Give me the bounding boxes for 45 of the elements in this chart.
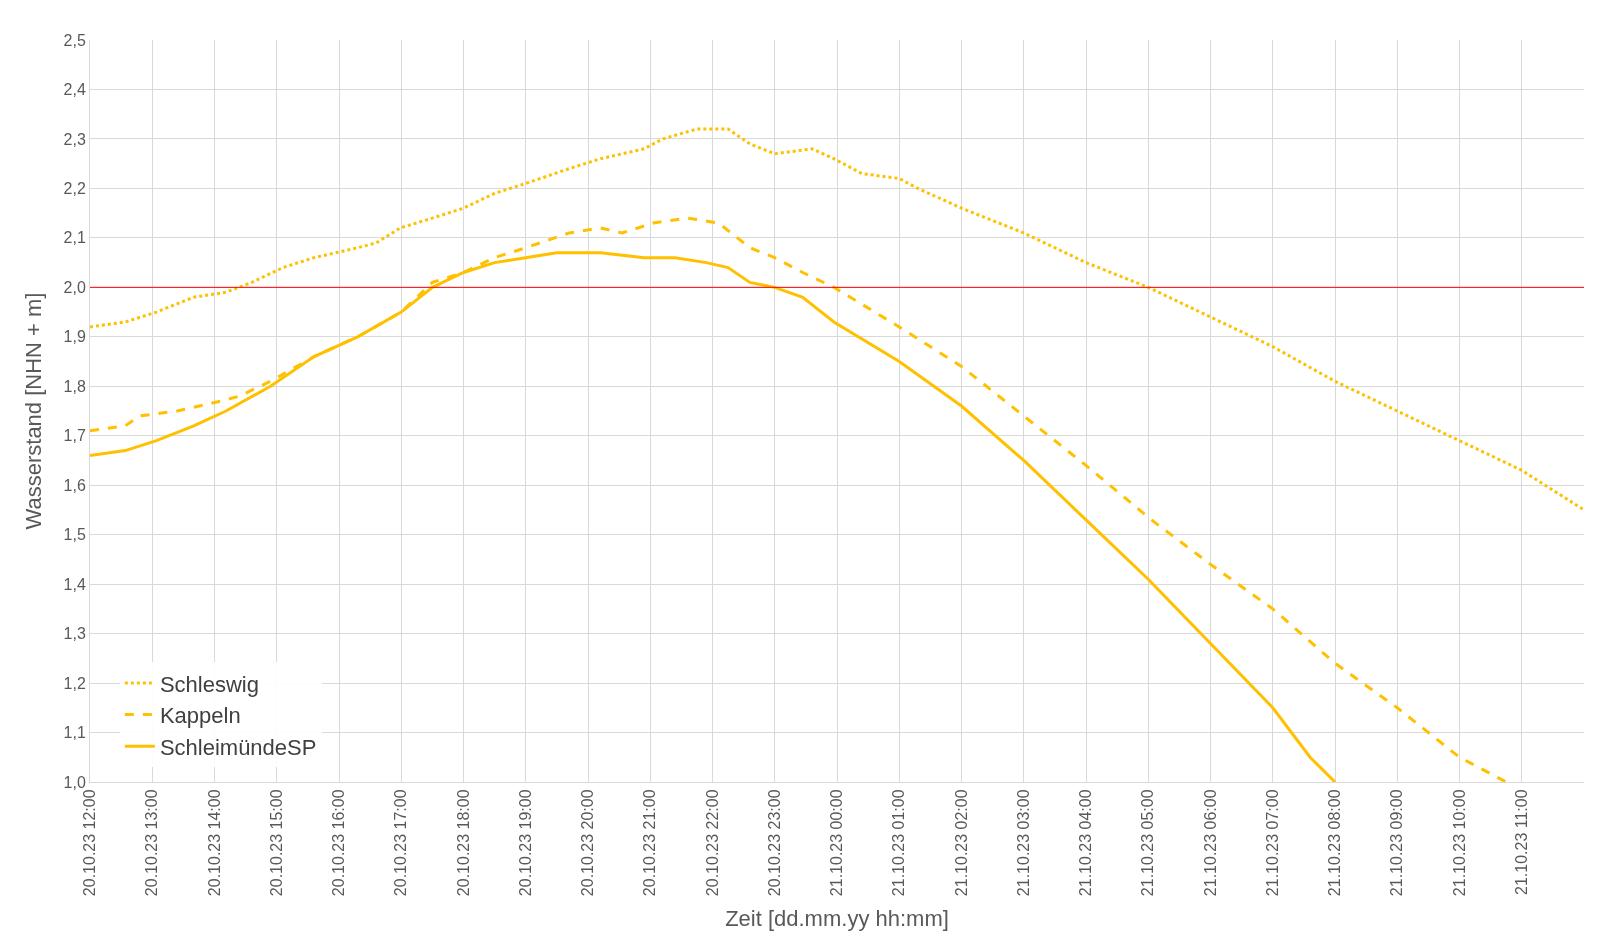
x-axis-title: Zeit [dd.mm.yy hh:mm] — [725, 906, 949, 932]
y-tick-label: 1,3 — [63, 625, 86, 643]
x-tick-label: 21.10.23 00:00 — [828, 789, 846, 897]
legend-label: SchleimündeSP — [159, 734, 317, 760]
x-tick-label: 20.10.23 23:00 — [765, 789, 783, 897]
x-tick-label: 20.10.23 16:00 — [330, 789, 348, 897]
y-tick-label: 1,0 — [63, 773, 86, 791]
x-tick-label: 21.10.23 06:00 — [1201, 789, 1219, 897]
x-tick-label: 21.10.23 01:00 — [890, 789, 908, 897]
y-tick-label: 1,4 — [63, 575, 86, 593]
x-tick-label: 21.10.23 04:00 — [1077, 789, 1095, 897]
y-tick-label: 2,4 — [63, 81, 86, 99]
x-tick-label: 21.10.23 02:00 — [952, 789, 970, 897]
y-tick-label: 2,1 — [63, 229, 86, 247]
x-tick-label: 21.10.23 03:00 — [1014, 789, 1032, 897]
x-tick-label: 20.10.23 18:00 — [454, 789, 472, 897]
y-tick-label: 1,1 — [63, 724, 86, 742]
x-tick-label: 21.10.23 11:00 — [1512, 789, 1530, 895]
y-tick-label: 2,3 — [63, 130, 86, 148]
y-tick-label: 1,9 — [63, 328, 86, 346]
x-tick-label: 21.10.23 10:00 — [1450, 789, 1468, 897]
x-tick-label: 20.10.23 13:00 — [143, 789, 161, 897]
x-tick-label: 21.10.23 05:00 — [1139, 789, 1157, 897]
x-tick-label: 21.10.23 07:00 — [1263, 789, 1281, 897]
x-tick-label: 20.10.23 20:00 — [579, 789, 597, 897]
legend-label: Kappeln — [159, 703, 241, 729]
y-axis-title: Wasserstand [NHN + m] — [21, 292, 47, 530]
y-tick-label: 1,5 — [63, 526, 86, 544]
y-tick-label: 1,7 — [63, 427, 86, 445]
y-tick-label: 1,2 — [63, 674, 86, 692]
y-tick-label: 2,2 — [63, 180, 86, 197]
y-tick-label: 2,0 — [63, 278, 86, 296]
y-tick-label: 1,8 — [63, 377, 86, 395]
x-tick-label: 20.10.23 21:00 — [641, 789, 659, 897]
x-tick-label: 20.10.23 12:00 — [81, 789, 99, 897]
x-tick-label: 21.10.23 08:00 — [1326, 789, 1344, 897]
x-tick-label: 21.10.23 09:00 — [1388, 789, 1406, 897]
legend-label: Schleswig — [159, 671, 259, 697]
x-tick-label: 20.10.23 19:00 — [516, 789, 534, 897]
x-tick-label: 20.10.23 14:00 — [205, 789, 223, 897]
y-tick-label: 1,6 — [63, 476, 86, 494]
x-tick-label: 20.10.23 22:00 — [703, 789, 721, 897]
y-tick-label: 2,5 — [63, 31, 86, 49]
x-tick-label: 20.10.23 17:00 — [392, 789, 410, 897]
x-tick-label: 20.10.23 15:00 — [267, 789, 285, 897]
